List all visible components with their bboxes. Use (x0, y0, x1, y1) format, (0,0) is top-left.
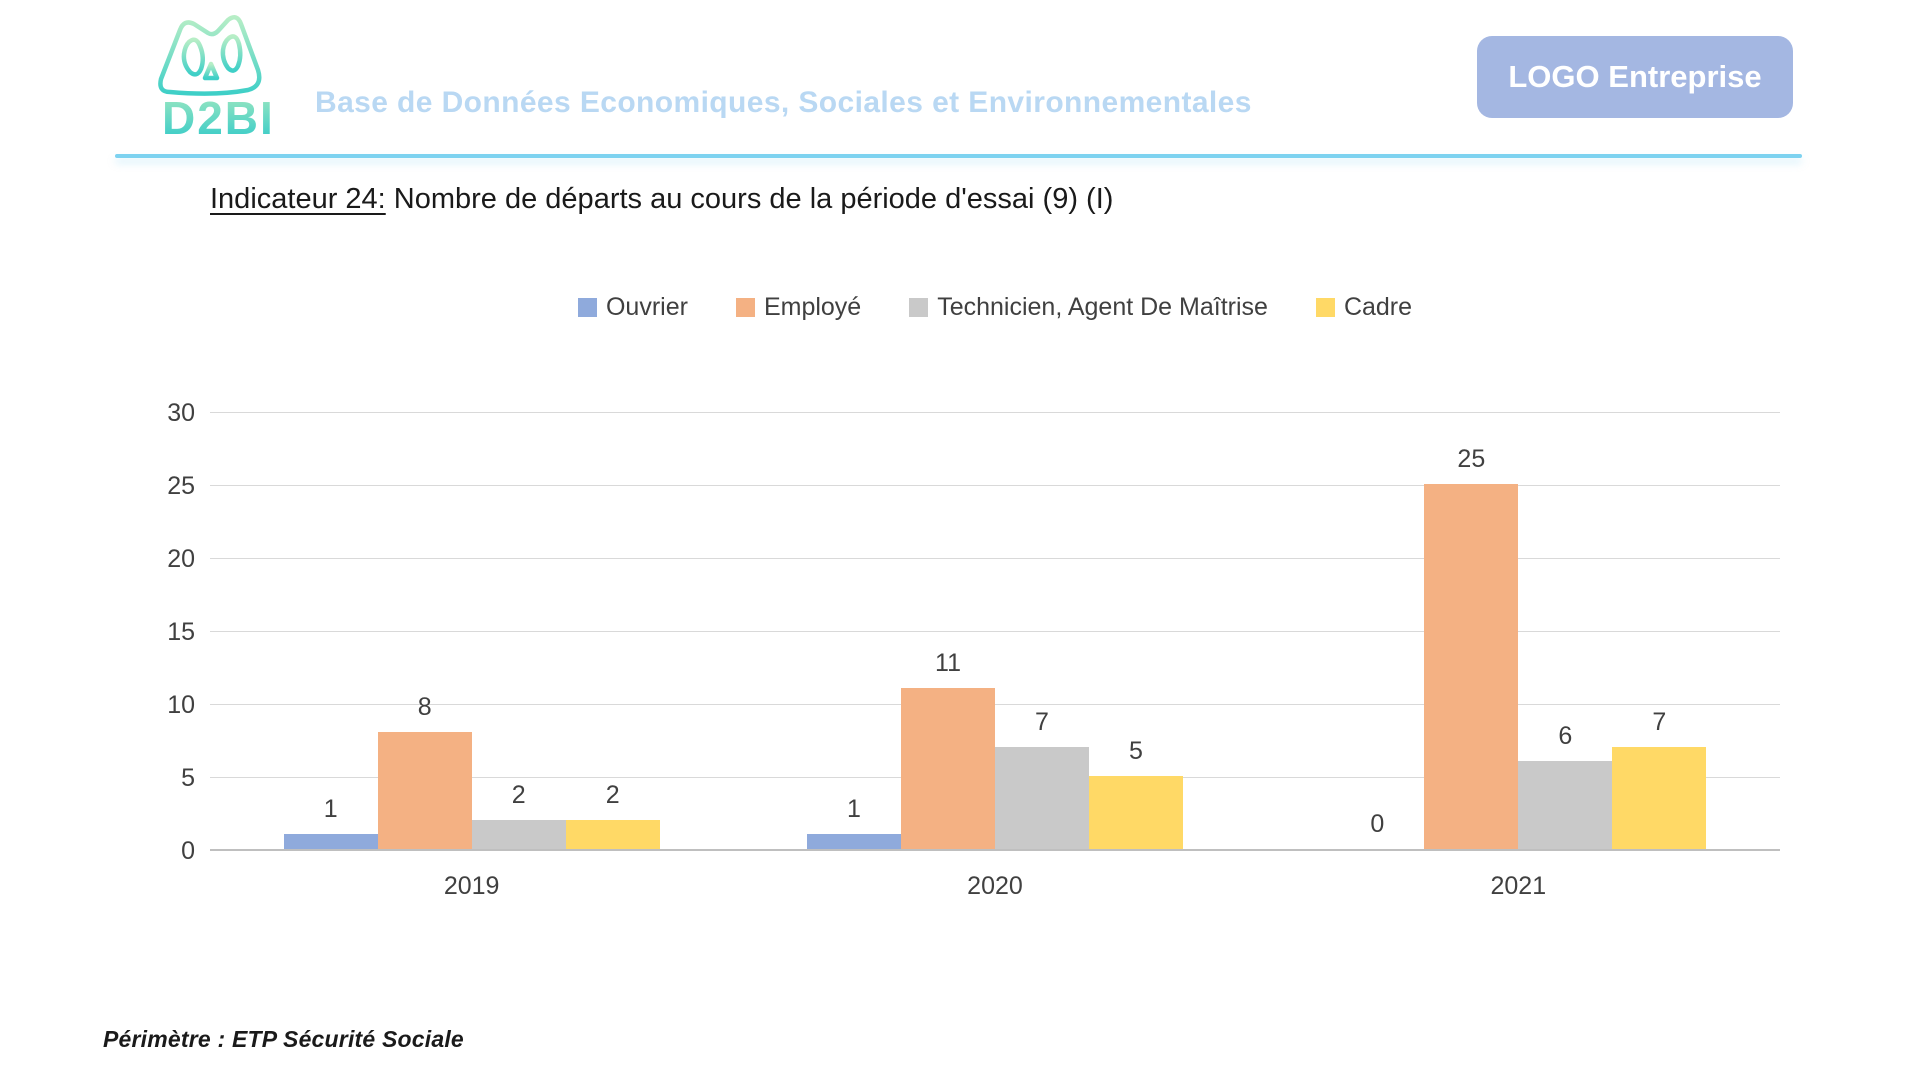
y-tick-label-25: 25 (167, 472, 195, 500)
company-logo-button[interactable]: LOGO Entreprise (1477, 36, 1793, 118)
legend-item-0: Ouvrier (577, 293, 688, 322)
bar-value-label-2020-3: 5 (1129, 737, 1143, 765)
bar-group-2021: 0 25 6 7 (1330, 413, 1707, 849)
d2bi-logo: D2BI (146, 6, 278, 144)
x-tick-label-2021: 2021 (1490, 872, 1547, 900)
bar-ouvrier-2020 (807, 834, 901, 849)
bar-employé-2021 (1424, 484, 1519, 849)
gridline-20 (210, 558, 1780, 559)
y-tick-label-15: 15 (167, 618, 195, 646)
indicator-label: Indicateur 24: (210, 183, 386, 215)
legend-swatch-icon (577, 298, 597, 317)
bar-value-label-2021-3: 7 (1652, 708, 1667, 736)
indicator-title: Indicateur 24: Nombre de départs au cour… (210, 183, 1113, 216)
bar-chart-plot-area: 1 8 2 2 1 11 7 5 0 25 6 7 (210, 412, 1780, 851)
bar-technicien-2021 (1518, 761, 1613, 849)
bar-cadre-2021 (1612, 747, 1707, 849)
bar-technicien-2020 (995, 747, 1089, 849)
d2bi-logo-text: D2BI (162, 92, 275, 140)
bar-value-label-2019-2: 2 (511, 781, 526, 809)
legend-label: Ouvrier (605, 293, 688, 321)
y-tick-label-30: 30 (167, 399, 195, 427)
bar-group-2020: 1 11 7 5 (807, 413, 1183, 849)
bar-value-label-2019-3: 2 (605, 781, 620, 809)
legend-swatch-icon (909, 298, 929, 317)
bar-employé-2020 (901, 688, 995, 849)
y-tick-label-20: 20 (167, 545, 195, 573)
bar-value-label-2021-2: 6 (1558, 722, 1573, 750)
header-divider (115, 154, 1802, 158)
bar-value-label-2020-2: 7 (1035, 708, 1049, 736)
x-tick-label-2019: 2019 (443, 872, 500, 900)
bar-cadre-2020 (1089, 776, 1183, 849)
y-tick-label-5: 5 (181, 764, 195, 792)
x-tick-label-2020: 2020 (967, 872, 1023, 900)
bar-value-label-2021-1: 25 (1457, 445, 1486, 473)
legend-swatch-icon (1315, 298, 1335, 317)
bar-value-label-2019-1: 8 (417, 693, 432, 721)
legend-label: Cadre (1343, 293, 1413, 321)
chart-legend: Ouvrier Employé Technicien, Agent De Maîtr… (210, 293, 1780, 322)
d2bi-logo-icon: D2BI (158, 15, 275, 144)
bar-value-label-2020-1: 11 (935, 649, 961, 677)
bar-ouvrier-2019 (283, 834, 378, 849)
bar-value-label-2019-0: 1 (323, 795, 338, 823)
legend-item-1: Employé (735, 293, 862, 322)
bar-employé-2019 (377, 732, 472, 849)
bar-technicien-2019 (471, 820, 566, 849)
bar-value-label-2020-0: 1 (847, 795, 861, 823)
y-tick-label-10: 10 (167, 691, 195, 719)
gridline-30 (210, 412, 1780, 413)
legend-swatch-icon (735, 298, 755, 317)
legend-item-3: Cadre (1315, 293, 1413, 322)
gridline-10 (210, 704, 1780, 705)
y-tick-label-0: 0 (181, 837, 195, 865)
legend-label: Employé (763, 293, 862, 321)
header-title: Base de Données Economiques, Sociales et… (315, 86, 1252, 119)
indicator-text: Nombre de départs au cours de la période… (385, 183, 1114, 215)
bar-value-label-2021-0: 0 (1370, 810, 1385, 838)
legend-label: Technicien, Agent De Maîtrise (937, 293, 1268, 321)
perimeter-note: Périmètre : ETP Sécurité Sociale (103, 1026, 464, 1052)
gridline-15 (210, 631, 1780, 632)
legend-item-2: Technicien, Agent De Maîtrise (909, 293, 1268, 322)
gridline-25 (210, 485, 1780, 486)
bar-cadre-2019 (565, 820, 660, 849)
